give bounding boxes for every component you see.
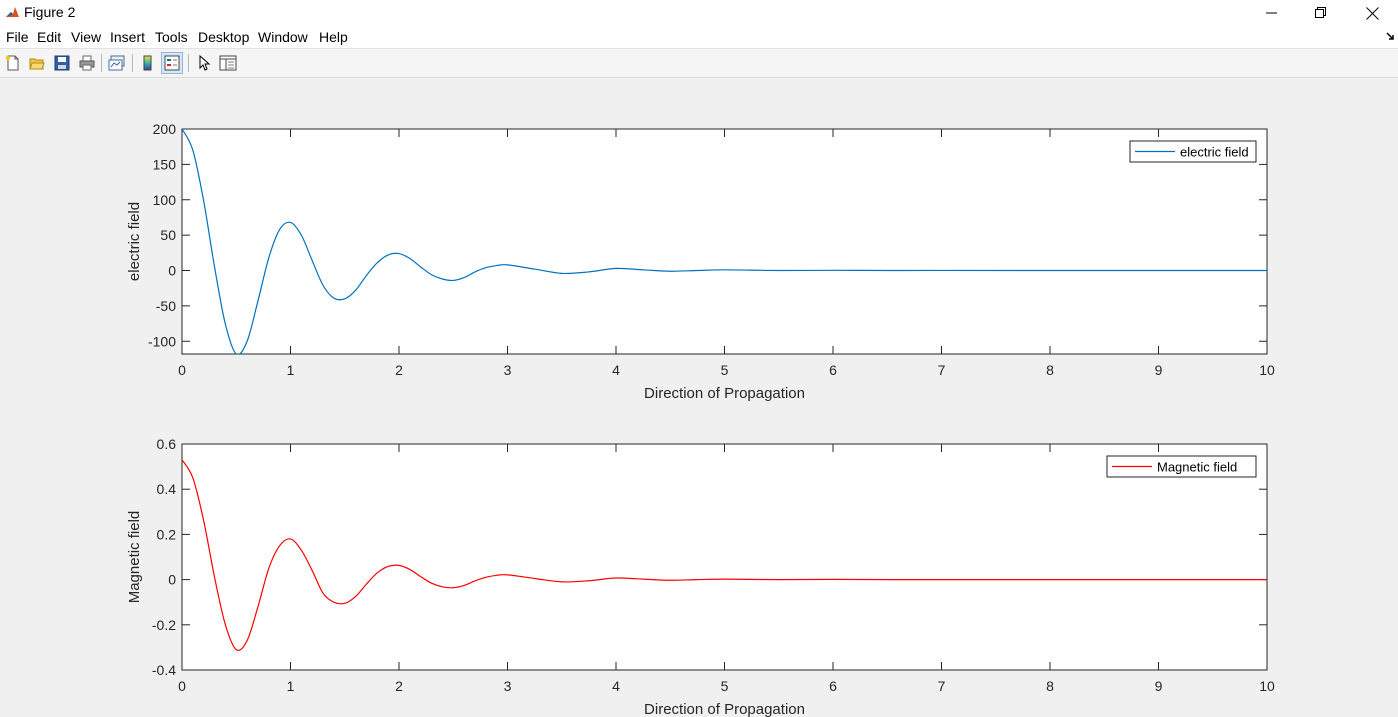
restore-button[interactable]: [1298, 0, 1344, 26]
property-inspector-button[interactable]: [217, 52, 239, 74]
y-tick-label: 150: [153, 156, 177, 172]
print-icon: [79, 55, 95, 71]
x-tick-label: 6: [829, 678, 837, 694]
minimize-button[interactable]: [1249, 0, 1295, 26]
series-line-2: [182, 459, 1267, 651]
legend[interactable]: electric field: [1129, 140, 1257, 163]
axes-box: [181, 128, 1268, 355]
x-tick-label: 8: [1046, 362, 1054, 378]
figure-toolbar: [0, 48, 1398, 78]
open-file-icon: [29, 58, 45, 70]
title-bar: Figure 2: [0, 0, 1398, 26]
colorbar-button[interactable]: [137, 52, 159, 74]
y-tick-label: -0.4: [152, 662, 176, 678]
axes-1[interactable]: 0 1 2 3 4 5 6 7 8 9 10 -100 -50 0 50 100 150 200 Direction…: [126, 121, 1275, 402]
x-axis-label: Direction of Propagation: [644, 385, 805, 402]
y-tick-label: -100: [148, 333, 176, 349]
x-tick-label: 0: [178, 678, 186, 694]
legend-label: electric field: [1180, 145, 1249, 160]
x-tick-label: 3: [504, 678, 512, 694]
menu-view[interactable]: View: [71, 29, 102, 45]
y-tick-label: -50: [156, 298, 176, 314]
y-tick-label: 200: [153, 121, 177, 137]
y-tick-label: -0.2: [152, 617, 176, 633]
colorbar-icon: [143, 55, 152, 71]
x-tick-label: 7: [938, 362, 946, 378]
print-button[interactable]: [76, 52, 98, 74]
x-tick-label: 9: [1155, 362, 1163, 378]
y-axis-label: Magnetic field: [126, 511, 143, 604]
window-title: Figure 2: [24, 4, 76, 20]
x-tick-label: 1: [287, 362, 295, 378]
y-axis-label: electric field: [126, 202, 143, 281]
pointer-button[interactable]: [193, 52, 215, 74]
x-tick-label: 7: [938, 678, 946, 694]
x-tick-label: 5: [721, 678, 729, 694]
legend[interactable]: Magnetic field: [1106, 455, 1257, 478]
restore-icon: [1315, 7, 1326, 18]
menu-insert[interactable]: Insert: [110, 29, 146, 45]
dock-arrow-icon[interactable]: [1386, 32, 1395, 41]
x-tick-label: 1: [287, 678, 295, 694]
close-button[interactable]: [1349, 0, 1395, 26]
link-plot-button[interactable]: [106, 52, 128, 74]
y-tick-label: 0.4: [157, 481, 177, 497]
menu-help[interactable]: Help: [319, 29, 348, 45]
x-tick-label: 10: [1259, 678, 1275, 694]
y-tick-label: 0.6: [157, 436, 177, 452]
menu-bar: File Edit View Insert Tools Desktop Wind…: [0, 26, 1398, 48]
link-plot-icon: [108, 55, 125, 71]
y-tick-label: 50: [160, 227, 176, 243]
menu-desktop[interactable]: Desktop: [198, 29, 250, 45]
x-tick-label: 5: [721, 362, 729, 378]
axes-box: [181, 443, 1268, 671]
y-tick-label: 0.2: [157, 526, 177, 542]
menu-file[interactable]: File: [6, 29, 29, 45]
legend-box: [1106, 455, 1257, 478]
legend-button[interactable]: [161, 52, 183, 74]
x-tick-label: 10: [1259, 362, 1275, 378]
y-tick-label: 0: [168, 572, 176, 588]
matlab-icon: [5, 5, 20, 20]
menu-tools[interactable]: Tools: [155, 29, 188, 45]
toolbar-separator: [101, 54, 102, 72]
new-figure-icon: [5, 55, 19, 71]
y-tick-label: 0: [168, 263, 176, 279]
open-file-button[interactable]: [26, 52, 48, 74]
pointer-icon: [199, 55, 211, 71]
minimize-icon: [1266, 12, 1277, 14]
close-icon: [1365, 6, 1379, 20]
x-axis-label: Direction of Propagation: [644, 701, 805, 717]
menu-window[interactable]: Window: [258, 29, 308, 45]
series-line-1: [182, 129, 1267, 354]
legend-label: Magnetic field: [1157, 460, 1237, 475]
x-tick-label: 2: [395, 678, 403, 694]
toolbar-separator: [132, 54, 133, 72]
x-tick-label: 2: [395, 362, 403, 378]
save-button[interactable]: [51, 52, 73, 74]
menu-edit[interactable]: Edit: [37, 29, 62, 45]
toolbar-separator: [188, 54, 189, 72]
property-inspector-icon: [219, 55, 237, 71]
x-tick-label: 8: [1046, 678, 1054, 694]
x-tick-label: 4: [612, 362, 620, 378]
figure-canvas: 0 1 2 3 4 5 6 7 8 9 10 -100 -50 0 50 100 150 200 Direction…: [0, 79, 1398, 717]
x-tick-label: 9: [1155, 678, 1163, 694]
x-tick-label: 0: [178, 362, 186, 378]
save-icon: [54, 55, 70, 71]
figure-plot-svg: 0 1 2 3 4 5 6 7 8 9 10-100-50050100150200Direction…: [126, 121, 1275, 717]
legend-icon: [164, 55, 180, 71]
x-tick-label: 6: [829, 362, 837, 378]
x-tick-label: 4: [612, 678, 620, 694]
new-figure-button[interactable]: [2, 52, 24, 74]
axes-2[interactable]: 0 1 2 3 4 5 6 7 8 9 10 -0.4 -0.2 0 0.2 0.4 0.6 Direction …: [126, 436, 1275, 717]
legend-box: [1129, 140, 1257, 163]
x-tick-label: 3: [504, 362, 512, 378]
y-tick-label: 100: [153, 192, 177, 208]
